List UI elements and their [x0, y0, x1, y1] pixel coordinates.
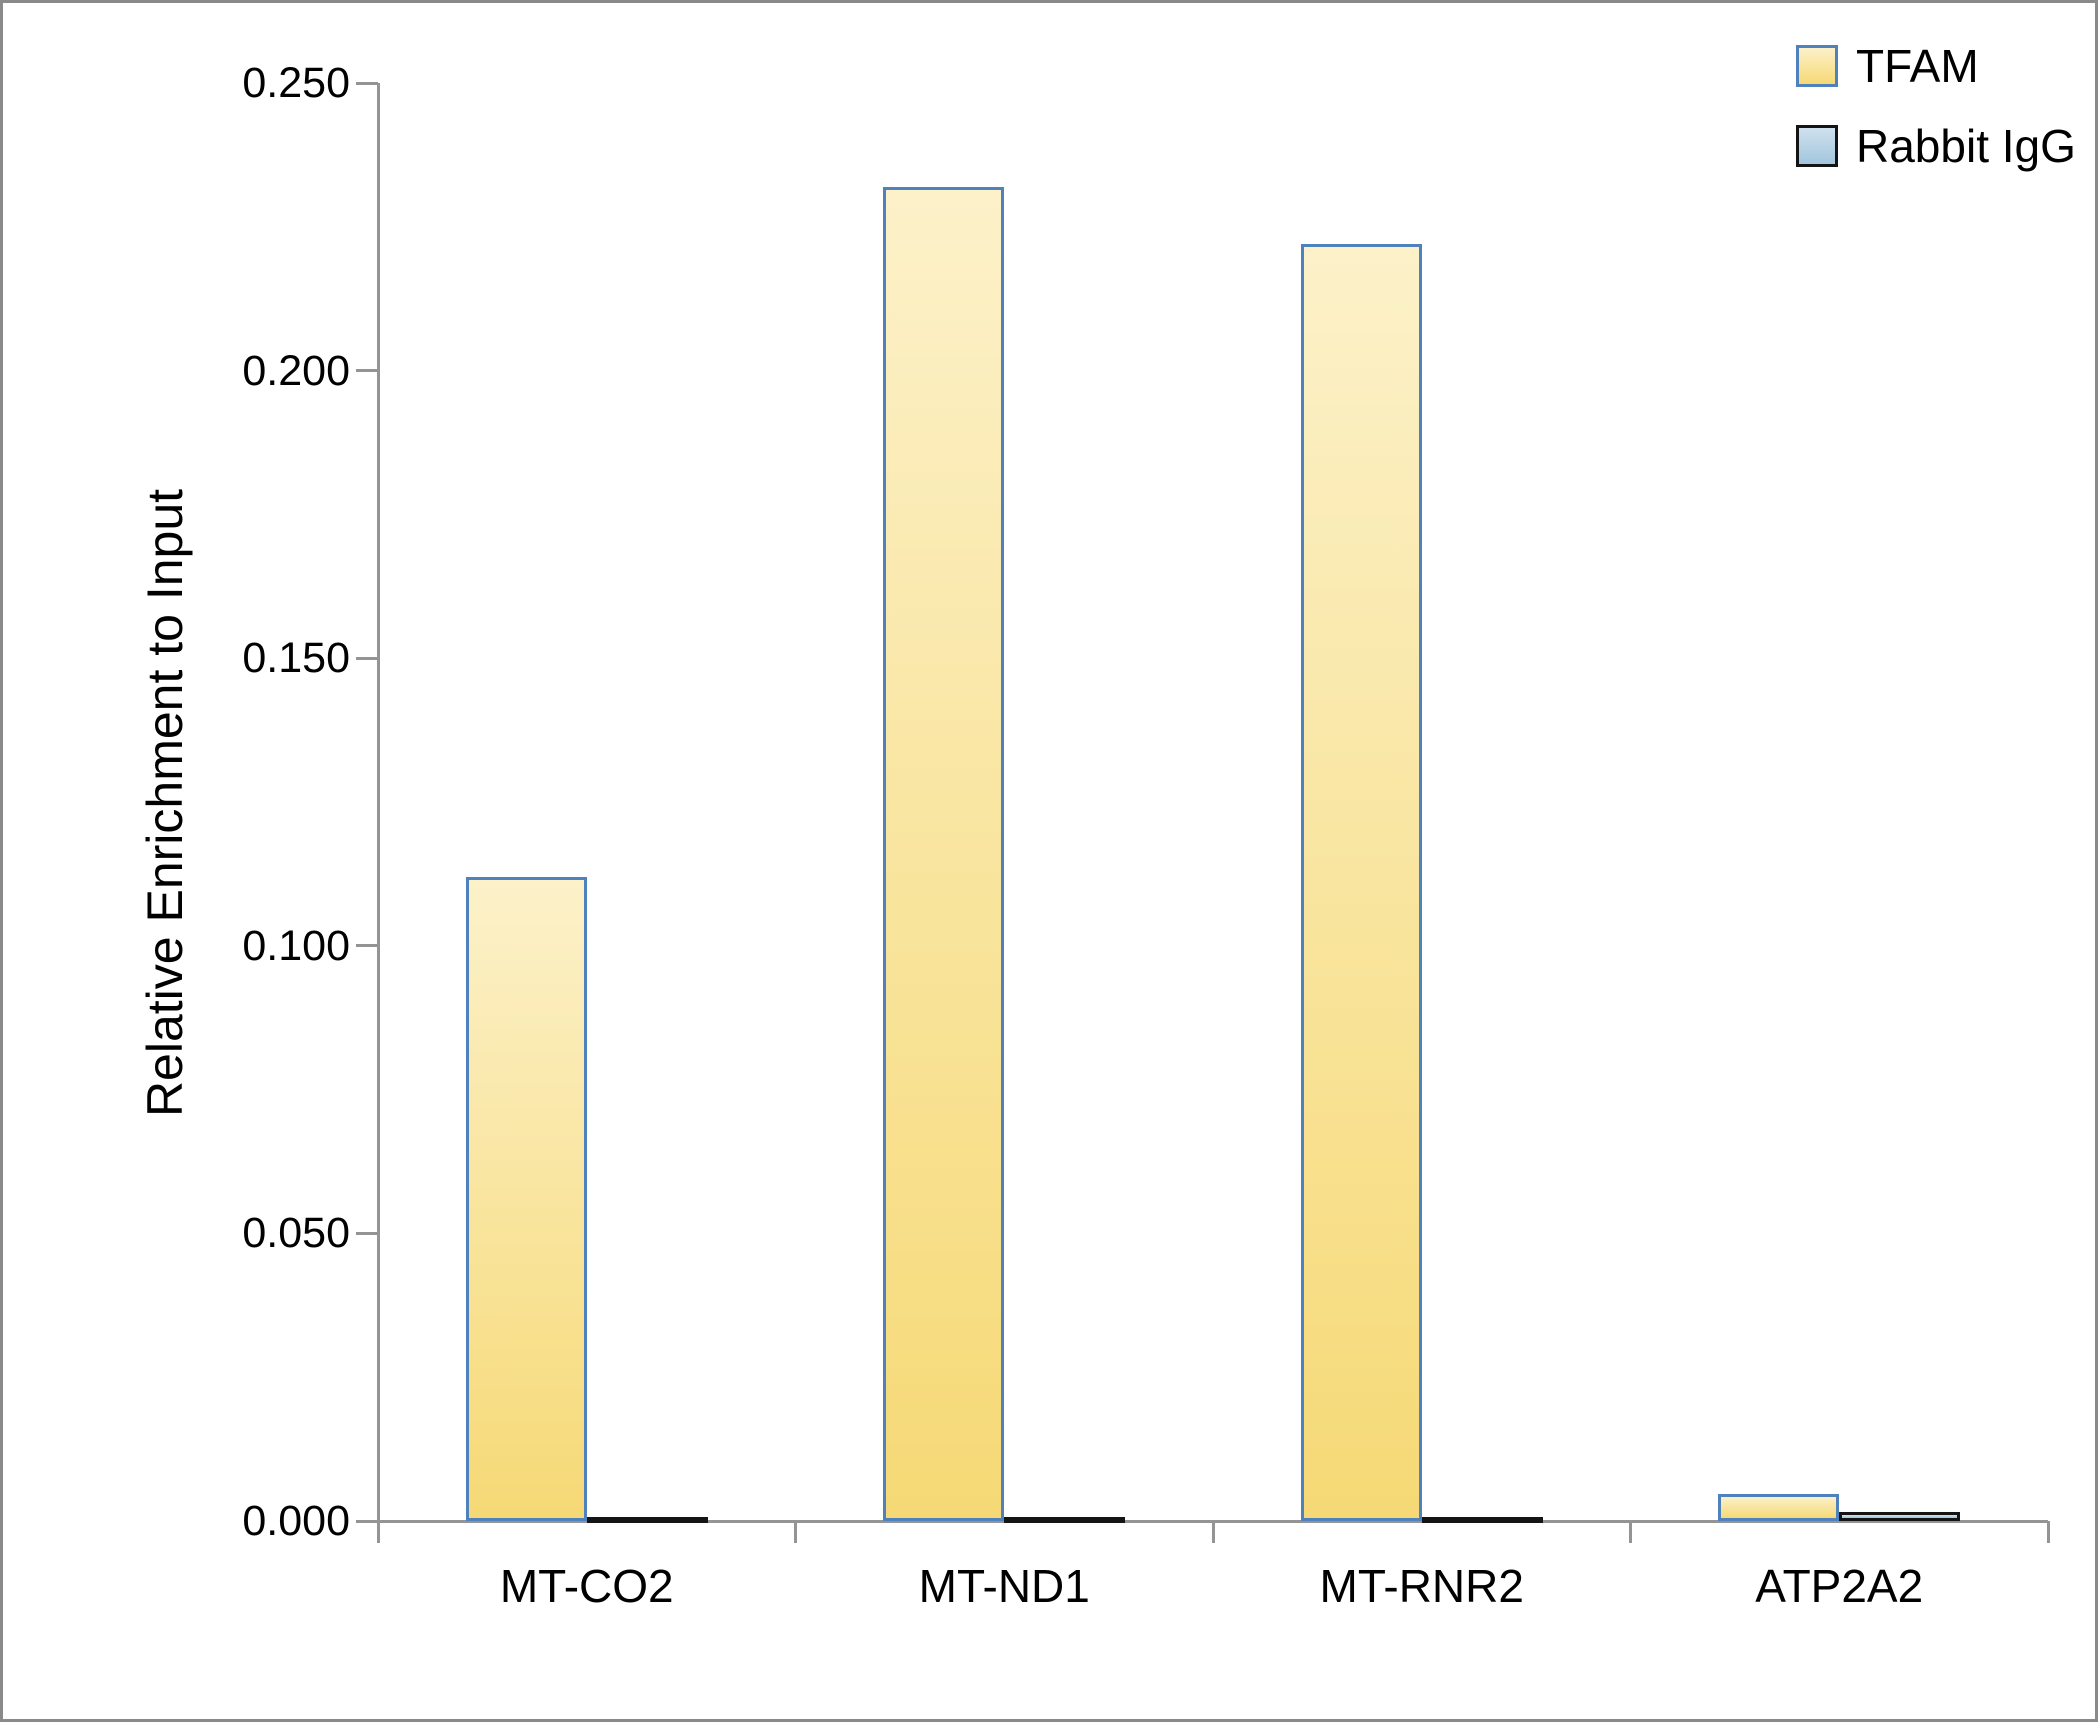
x-boundary-tick: [1629, 1521, 1632, 1543]
y-axis-title: Relative Enrichment to Input: [137, 488, 193, 1118]
bar-tfam-mt-co2: [465, 877, 587, 1521]
y-tick-label: 0.050: [242, 1209, 350, 1258]
y-tick: [356, 944, 378, 948]
legend-label-tfam: TFAM: [1856, 40, 1979, 92]
legend-label-rabbit-igg: Rabbit IgG: [1856, 120, 2076, 172]
y-tick-label: 0.100: [242, 921, 350, 970]
x-boundary-tick: [794, 1521, 797, 1543]
y-tick-label: 0.150: [242, 634, 350, 683]
tfam-series-swatch: [1796, 45, 1838, 87]
y-tick: [356, 656, 378, 660]
x-category-label-mt-rnr2: MT-RNR2: [1319, 1560, 1524, 1612]
y-tick-label: 0.200: [242, 346, 350, 395]
y-tick: [356, 369, 378, 373]
y-tick: [356, 1519, 378, 1523]
bar-rabbit-igg-mt-nd1: [1004, 1517, 1126, 1523]
y-tick: [356, 1231, 378, 1235]
bar-rabbit-igg-atp2a2: [1839, 1512, 1961, 1521]
x-boundary-tick: [2046, 1521, 2050, 1543]
y-tick: [356, 81, 378, 85]
y-tick-label: 0.250: [242, 59, 350, 107]
x-boundary-tick: [1211, 1521, 1215, 1543]
legend-item-rabbit-igg: Rabbit IgG: [1796, 120, 2076, 172]
y-tick-label: 0.000: [242, 1497, 350, 1545]
bar-rabbit-igg-mt-rnr2: [1421, 1517, 1543, 1523]
bar-tfam-mt-nd1: [883, 187, 1005, 1521]
y-axis-line: [376, 83, 380, 1521]
x-boundary-tick: [376, 1521, 380, 1543]
legend-item-tfam: TFAM: [1796, 40, 1979, 92]
rabbit-igg-series-swatch: [1796, 125, 1838, 167]
x-category-label-mt-nd1: MT-ND1: [918, 1560, 1090, 1612]
x-category-label-mt-co2: MT-CO2: [499, 1560, 674, 1612]
x-category-label-atp2a2: ATP2A2: [1755, 1560, 1924, 1612]
bar-tfam-atp2a2: [1718, 1494, 1840, 1521]
bar-tfam-mt-rnr2: [1300, 244, 1422, 1521]
bar-rabbit-igg-mt-co2: [586, 1517, 708, 1523]
